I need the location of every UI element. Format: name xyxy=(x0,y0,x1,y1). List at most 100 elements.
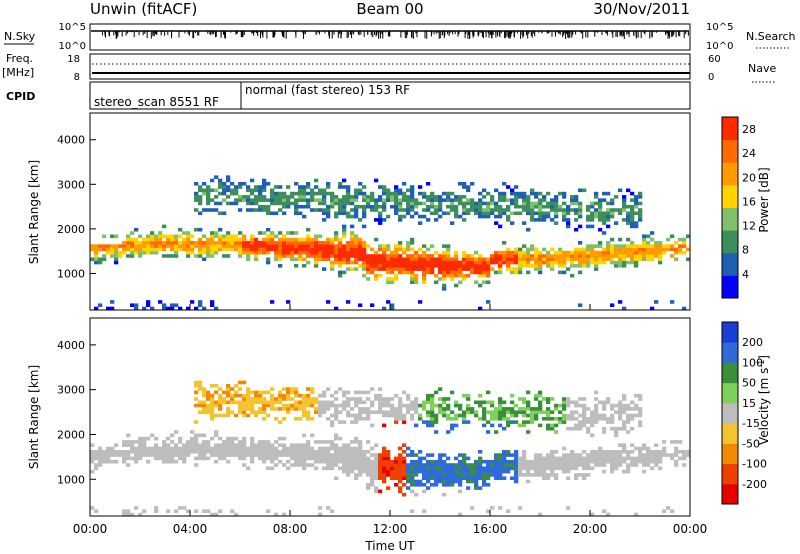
heatmap-cell xyxy=(522,254,527,258)
heatmap-cell xyxy=(626,218,631,222)
heatmap-cell xyxy=(470,181,475,186)
heatmap-cell xyxy=(354,403,359,408)
heatmap-cell xyxy=(330,244,335,248)
heatmap-cell xyxy=(510,254,515,258)
heatmap-cell xyxy=(282,443,287,447)
heatmap-cell xyxy=(638,446,643,451)
heatmap-cell xyxy=(350,208,355,212)
heatmap-cell xyxy=(318,191,323,196)
heatmap-cell xyxy=(434,463,439,467)
heatmap-cell xyxy=(266,509,271,513)
heatmap-cell xyxy=(110,300,115,304)
heatmap-cell xyxy=(446,413,451,418)
heatmap-cell xyxy=(98,450,103,454)
heatmap-cell xyxy=(350,446,355,451)
heatmap-cell xyxy=(254,247,259,252)
heatmap-cell xyxy=(482,214,487,219)
heatmap-cell xyxy=(566,204,571,209)
heatmap-cell xyxy=(590,417,595,421)
heatmap-cell xyxy=(406,247,411,252)
heatmap-cell xyxy=(326,191,331,196)
heatmap-cell xyxy=(270,188,275,193)
heatmap-cell xyxy=(502,413,507,418)
heatmap-cell xyxy=(398,208,403,212)
heatmap-cell xyxy=(622,264,627,268)
heatmap-cell xyxy=(210,254,215,258)
heatmap-cell xyxy=(450,201,455,206)
x-tick-label: 12:00 xyxy=(373,522,408,536)
heatmap-cell xyxy=(378,254,383,258)
heatmap-cell xyxy=(314,185,319,189)
heatmap-cell xyxy=(274,417,279,421)
heatmap-cell xyxy=(110,453,115,457)
heatmap-cell xyxy=(454,195,459,199)
heatmap-cell xyxy=(278,198,283,202)
heatmap-cell xyxy=(414,473,419,477)
heatmap-cell xyxy=(382,185,387,189)
heatmap-cell xyxy=(510,250,515,255)
heatmap-cell xyxy=(346,250,351,255)
heatmap-cell xyxy=(290,397,295,401)
heatmap-cell xyxy=(194,397,199,401)
heatmap-cell xyxy=(134,450,139,454)
heatmap-cell xyxy=(414,400,419,405)
heatmap-cell xyxy=(434,403,439,408)
heatmap-cell xyxy=(266,247,271,252)
heatmap-cell xyxy=(470,506,475,510)
heatmap-cell xyxy=(142,440,147,444)
heatmap-cell xyxy=(422,473,427,477)
heatmap-cell xyxy=(358,456,363,461)
heatmap-cell xyxy=(346,459,351,464)
heatmap-cell xyxy=(410,459,415,464)
heatmap-cell xyxy=(590,211,595,216)
heatmap-cell xyxy=(386,260,391,265)
heatmap-cell xyxy=(222,400,227,405)
heatmap-cell xyxy=(166,244,171,248)
heatmap-cell xyxy=(210,413,215,418)
heatmap-cell xyxy=(338,250,343,255)
heatmap-cell xyxy=(538,453,543,457)
heatmap-cell xyxy=(574,473,579,477)
heatmap-cell xyxy=(298,204,303,209)
heatmap-cell xyxy=(338,273,343,278)
heatmap-cell xyxy=(546,254,551,258)
heatmap-cell xyxy=(242,181,247,186)
heatmap-cell xyxy=(362,195,367,199)
heatmap-cell xyxy=(390,303,395,308)
heatmap-cell xyxy=(610,463,615,467)
heatmap-cell xyxy=(146,250,151,255)
heatmap-cell xyxy=(578,413,583,418)
heatmap-cell xyxy=(126,509,131,513)
heatmap-cell xyxy=(242,250,247,255)
heatmap-cell xyxy=(210,393,215,398)
heatmap-cell xyxy=(282,198,287,202)
heatmap-cell xyxy=(438,204,443,209)
heatmap-cell xyxy=(106,247,111,252)
heatmap-cell xyxy=(442,260,447,265)
heatmap-cell xyxy=(166,509,171,513)
heatmap-cell xyxy=(622,443,627,447)
heatmap-cell xyxy=(246,393,251,398)
heatmap-cell xyxy=(322,446,327,451)
heatmap-cell xyxy=(514,267,519,271)
heatmap-cell xyxy=(574,257,579,262)
heatmap-cell xyxy=(450,476,455,480)
heatmap-cell xyxy=(402,450,407,454)
colorbar-tick-label: -100 xyxy=(742,458,767,471)
heatmap-cell xyxy=(470,469,475,474)
heatmap-cell xyxy=(326,450,331,454)
heatmap-cell xyxy=(270,397,275,401)
heatmap-cell xyxy=(286,410,291,414)
heatmap-cell xyxy=(382,191,387,196)
heatmap-cell xyxy=(370,198,375,202)
heatmap-cell xyxy=(538,459,543,464)
heatmap-cell xyxy=(222,440,227,444)
heatmap-cell xyxy=(190,300,195,304)
heatmap-cell xyxy=(626,463,631,467)
heatmap-cell xyxy=(198,403,203,408)
heatmap-cell xyxy=(606,214,611,219)
heatmap-cell xyxy=(430,469,435,474)
heatmap-cell xyxy=(410,267,415,271)
heatmap-cell xyxy=(394,198,399,202)
heatmap-cell xyxy=(442,287,447,291)
